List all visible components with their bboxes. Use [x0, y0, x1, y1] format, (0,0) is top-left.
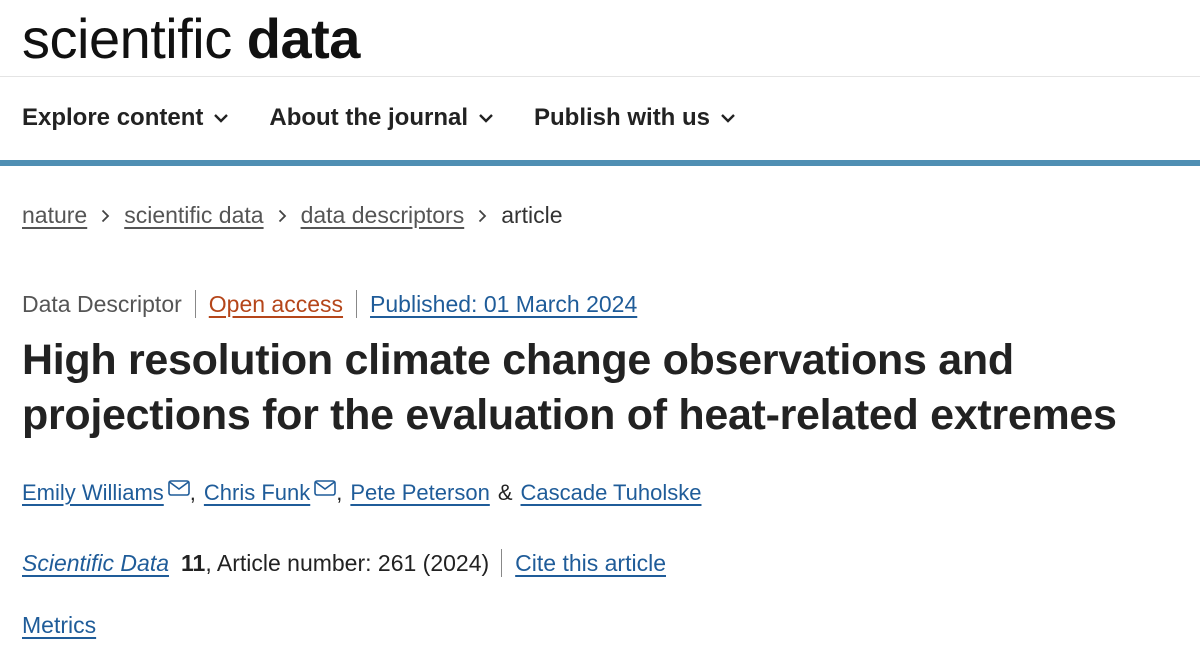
nav: Explore content About the journal Publish … [22, 104, 736, 132]
logo-bold: data [246, 7, 361, 70]
accent-bar [0, 160, 1200, 166]
chevron-right [102, 209, 110, 222]
author-separator: , [189, 480, 196, 505]
logo[interactable]: scientific data [22, 6, 360, 71]
author-separator: & [497, 480, 513, 505]
article-type: Data Descriptor [22, 290, 182, 317]
nav-item[interactable]: Explore content [22, 104, 229, 132]
breadcrumb[interactable]: scientific data [124, 202, 264, 228]
article-number: , Article number: 261 (2024) [205, 549, 490, 576]
nav-label: Publish with us [534, 104, 711, 131]
author-link[interactable]: Emily Williams [22, 480, 164, 505]
article-title: High resolution climate change observati… [22, 336, 1117, 439]
nav-label: Explore content [22, 104, 204, 131]
email-icon[interactable] [314, 480, 337, 496]
cite-link[interactable]: Cite this article [515, 549, 666, 576]
authors: Emily Williams, Chris Funk, Pete Peterson &… [22, 480, 702, 506]
chevron-right [479, 209, 487, 222]
chevron-right [278, 209, 286, 222]
separator [194, 290, 196, 318]
separator [501, 549, 503, 577]
nav-item[interactable]: Publish with us [534, 104, 736, 132]
author-link[interactable]: Cascade Tuholske [520, 480, 702, 505]
author-separator: , [336, 480, 343, 505]
citation: Scientific Data 11 , Article number: 261… [22, 549, 666, 577]
breadcrumb[interactable]: nature [22, 202, 88, 228]
nav-label: About the journal [269, 104, 469, 131]
nav-item[interactable]: About the journal [269, 104, 494, 132]
volume: 11 [181, 549, 206, 576]
author-link[interactable]: Pete Peterson [350, 480, 490, 505]
published-date[interactable]: Published: 01 March 2024 [370, 290, 638, 317]
chevron-down [214, 114, 229, 123]
journal-link[interactable]: Scientific Data [22, 549, 170, 576]
open-access[interactable]: Open access [208, 290, 344, 317]
chevron-down [479, 114, 493, 123]
chevron-down [721, 114, 735, 123]
header-rule [0, 76, 1200, 77]
article-meta: Data Descriptor Open access Published: 0… [22, 290, 637, 318]
breadcrumb[interactable]: data descriptors [300, 202, 465, 228]
author-link[interactable]: Chris Funk [203, 480, 311, 505]
logo-light: scientific [22, 7, 232, 70]
metrics-link[interactable]: Metrics [22, 612, 97, 638]
breadcrumb: article [501, 202, 563, 228]
breadcrumbs: nature scientific data data descriptors art… [22, 202, 563, 229]
separator [356, 290, 358, 318]
email-icon[interactable] [167, 480, 190, 496]
